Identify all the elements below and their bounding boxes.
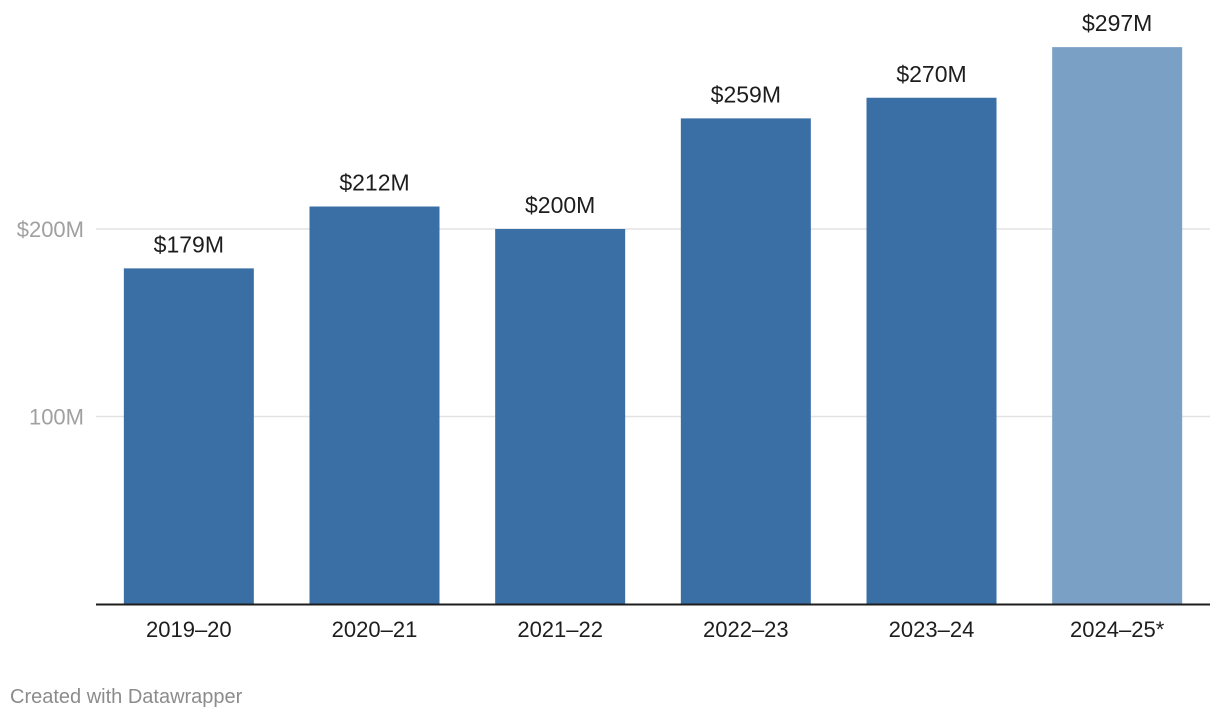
bar-2022–23 bbox=[680, 118, 811, 604]
x-tick-label: 2019–20 bbox=[146, 617, 232, 642]
data-label: $200M bbox=[525, 192, 595, 218]
bars bbox=[123, 47, 1183, 604]
data-label: $259M bbox=[711, 81, 781, 107]
data-label: $297M bbox=[1082, 10, 1152, 36]
y-axis-ticks: 100M $200M bbox=[17, 217, 84, 430]
x-tick-label: 2024–25* bbox=[1070, 617, 1165, 642]
gridlines bbox=[96, 228, 1210, 418]
x-tick-label: 2021–22 bbox=[517, 617, 603, 642]
bar-2019–20 bbox=[123, 268, 254, 604]
bar-2020–21 bbox=[309, 206, 440, 604]
x-tick-label: 2023–24 bbox=[889, 617, 975, 642]
y-tick-label: $200M bbox=[17, 217, 84, 242]
x-tick-label: 2022–23 bbox=[703, 617, 789, 642]
data-label: $179M bbox=[154, 231, 224, 257]
bar-2024–25* bbox=[1052, 47, 1183, 604]
data-label: $270M bbox=[896, 61, 966, 87]
credit-text: Created with Datawrapper bbox=[10, 686, 243, 708]
x-tick-label: 2020–21 bbox=[332, 617, 418, 642]
data-label: $212M bbox=[339, 170, 409, 196]
bar-2023–24 bbox=[866, 97, 997, 604]
x-axis-labels: 2019–20 2020–21 2021–22 2022–23 2023–24 2024–… bbox=[146, 617, 1165, 642]
bar-2021–22 bbox=[495, 229, 626, 604]
data-labels: $179M $212M $200M $259M $270M $297M bbox=[154, 10, 1153, 257]
y-tick-label: 100M bbox=[29, 405, 84, 430]
